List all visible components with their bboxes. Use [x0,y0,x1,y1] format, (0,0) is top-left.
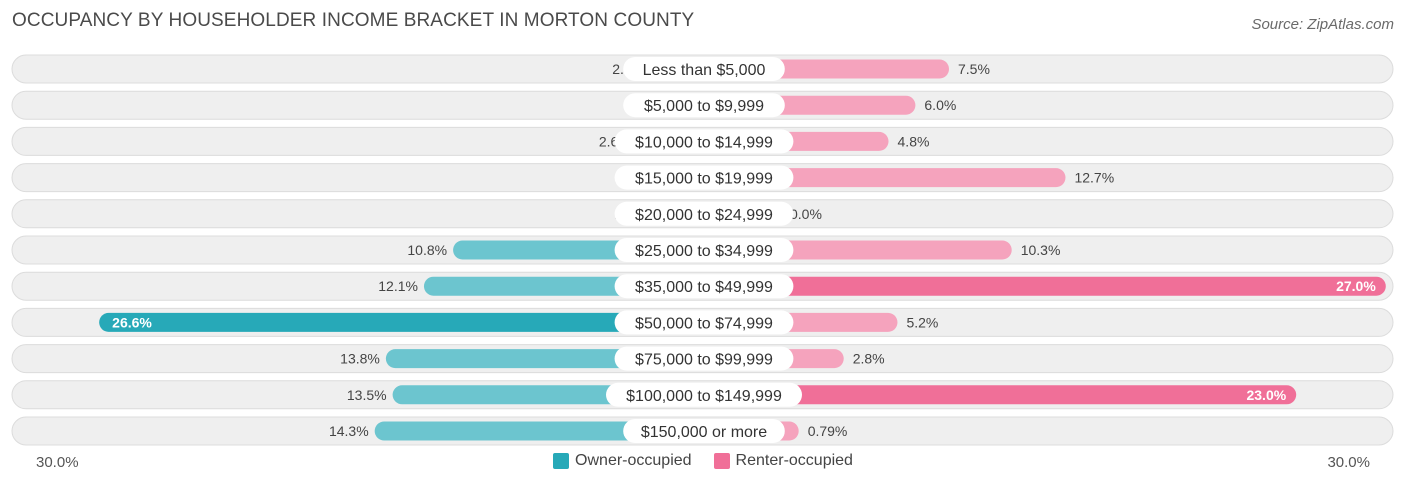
renter-value-label: 6.0% [924,97,956,113]
category-pill [614,346,794,371]
renter-value-label: 0.0% [790,206,822,222]
category-pill [614,238,794,262]
renter-value-label: 2.8% [853,351,885,367]
legend: Owner-occupied Renter-occupied [0,452,1406,470]
category-label: $5,000 to $9,999 [644,98,764,115]
category-pill [614,165,794,190]
row-9: 13.5% 23.0% $100,000 to $149,999 [11,380,1394,410]
category-label: $150,000 or more [641,424,767,441]
renter-value-label: 23.0% [1246,387,1286,403]
owner-value-label: 14.3% [329,423,369,439]
renter-value-label: 12.7% [1074,170,1114,186]
renter-value-label: 4.8% [898,133,930,149]
category-pill [614,129,794,154]
category-pill [623,419,785,443]
chart-title: OCCUPANCY BY HOUSEHOLDER INCOME BRACKET … [12,10,695,31]
row-4: 1.9%0.0%$20,000 to $24,999 [11,199,1394,229]
renter-bar[interactable] [704,385,1297,405]
owner-bar[interactable] [99,312,704,332]
category-pill [623,93,785,118]
renter-value-label: 10.3% [1021,242,1061,258]
axis-right-label: 30.0% [1327,454,1370,471]
legend-item-owner[interactable]: Owner-occupied [553,452,692,470]
category-label: $20,000 to $24,999 [635,207,773,224]
category-pill [614,274,794,299]
owner-value-label: 26.6% [112,314,152,330]
category-pill [614,310,794,335]
legend-swatch-renter [713,453,730,469]
legend-item-renter[interactable]: Renter-occupied [713,452,853,470]
row-2: 2.6%4.8%$10,000 to $14,999 [11,126,1394,156]
row-5: 10.8% 10.3% $25,000 to $34,999 [11,235,1394,265]
row-7: 26.6% 5.2% $50,000 to $74,999 [11,307,1394,337]
renter-value-label: 7.5% [958,61,990,77]
category-pill [606,382,802,407]
renter-bar[interactable] [704,276,1386,296]
legend-swatch-owner [553,453,570,469]
category-label: Less than $5,000 [643,62,766,79]
renter-value-label: 5.2% [906,314,938,330]
category-label: $35,000 to $49,999 [635,279,773,296]
category-label: $50,000 to $74,999 [635,315,773,332]
category-label: $15,000 to $19,999 [635,171,773,188]
row-8: 13.8% 2.8% $75,000 to $99,999 [11,344,1394,374]
category-pill [614,201,794,226]
source-label: Source: ZipAtlas.com [1251,16,1394,33]
owner-value-label: 13.8% [340,351,380,367]
row-6: 12.1% 27.0% $35,000 to $49,999 [11,271,1394,301]
renter-bar[interactable] [704,168,1066,188]
owner-value-label: 10.8% [407,242,447,258]
category-pill [623,57,785,81]
owner-value-label: 13.5% [347,387,387,403]
renter-value-label: 0.79% [808,423,848,439]
category-label: $25,000 to $34,999 [635,243,773,260]
axis-left-label: 30.0% [36,454,79,471]
legend-label-owner: Owner-occupied [575,452,692,469]
owner-bar[interactable] [374,421,704,441]
legend-label-renter: Renter-occupied [735,452,853,469]
row-10: 14.3% 0.79% $150,000 or more [11,416,1394,446]
row-1: 0.44%6.0%$5,000 to $9,999 [11,90,1394,120]
owner-value-label: 12.1% [378,278,418,294]
renter-value-label: 27.0% [1336,278,1376,294]
row-3: 1.9%12.7%$15,000 to $19,999 [11,163,1394,193]
category-label: $75,000 to $99,999 [635,352,773,369]
category-label: $10,000 to $14,999 [635,134,773,151]
category-label: $100,000 to $149,999 [626,388,782,405]
row-0: 2.0%7.5%Less than $5,000 [11,54,1394,84]
